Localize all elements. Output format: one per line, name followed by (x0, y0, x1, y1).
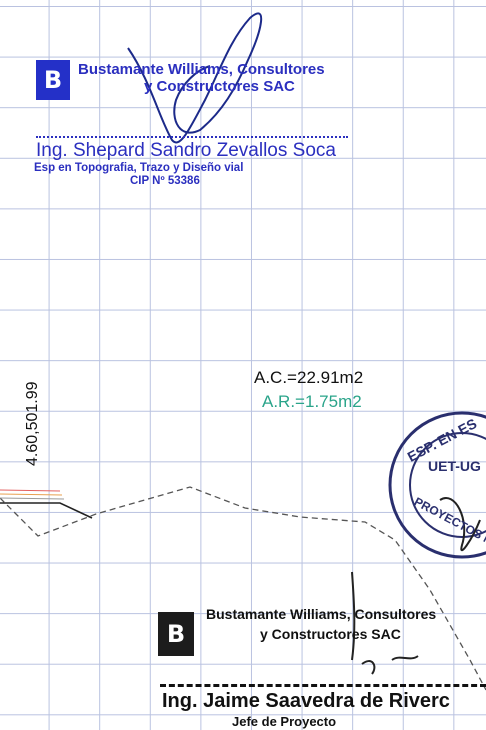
pavement-layer-orange (0, 493, 63, 496)
company-name-bottom: Bustamante Williams, Consultores y Const… (206, 606, 436, 642)
seal-signature (439, 497, 481, 552)
engineer-specialty-top: Esp en Topografia, Trazo y Diseño vial (34, 162, 244, 174)
stamp-divider-top (36, 136, 348, 138)
logo-letter-bottom: B (166, 620, 186, 648)
seal-ring-outer (388, 411, 486, 559)
seal-middle-text: UET-UG (428, 458, 481, 474)
engineer-role-bottom: Jefe de Proyecto (232, 714, 337, 729)
elevation-label: 4.60,501.99 (24, 381, 41, 466)
engineer-cip-top: CIP Nº 53386 (130, 175, 200, 187)
company-line1-bottom: Bustamante Williams, Consultores (206, 606, 437, 622)
stamp-divider-bottom (160, 684, 486, 687)
pavement-layer-grey (0, 497, 65, 500)
engineer-name-bottom: Ing. Jaime Saavedra de Riverc (162, 690, 450, 712)
seal-ring-inner (409, 432, 486, 538)
signature-top (127, 12, 263, 144)
area-cut-label: A.C.=22.91m2 (254, 368, 364, 387)
area-fill-label: A.R.=1.75m2 (262, 392, 362, 411)
engineer-name-top: Ing. Shepard Sandro Zevallos Soca (36, 140, 336, 161)
company-logo-bottom: B (158, 612, 194, 656)
company-line2-top: y Constructores SAC (144, 78, 295, 96)
company-logo-top: B (36, 60, 70, 100)
pavement-layer-red (0, 489, 61, 492)
company-name-top: Bustamante Williams, Consultores y Const… (78, 61, 325, 96)
company-line2-bottom: y Constructores SAC (260, 626, 401, 643)
road-platform-line (0, 502, 93, 519)
terrain-profile-line (0, 486, 486, 691)
signature-bottom (351, 571, 419, 675)
logo-letter-top: B (43, 66, 63, 94)
company-line1-top: Bustamante Williams, Consultores (78, 61, 325, 78)
